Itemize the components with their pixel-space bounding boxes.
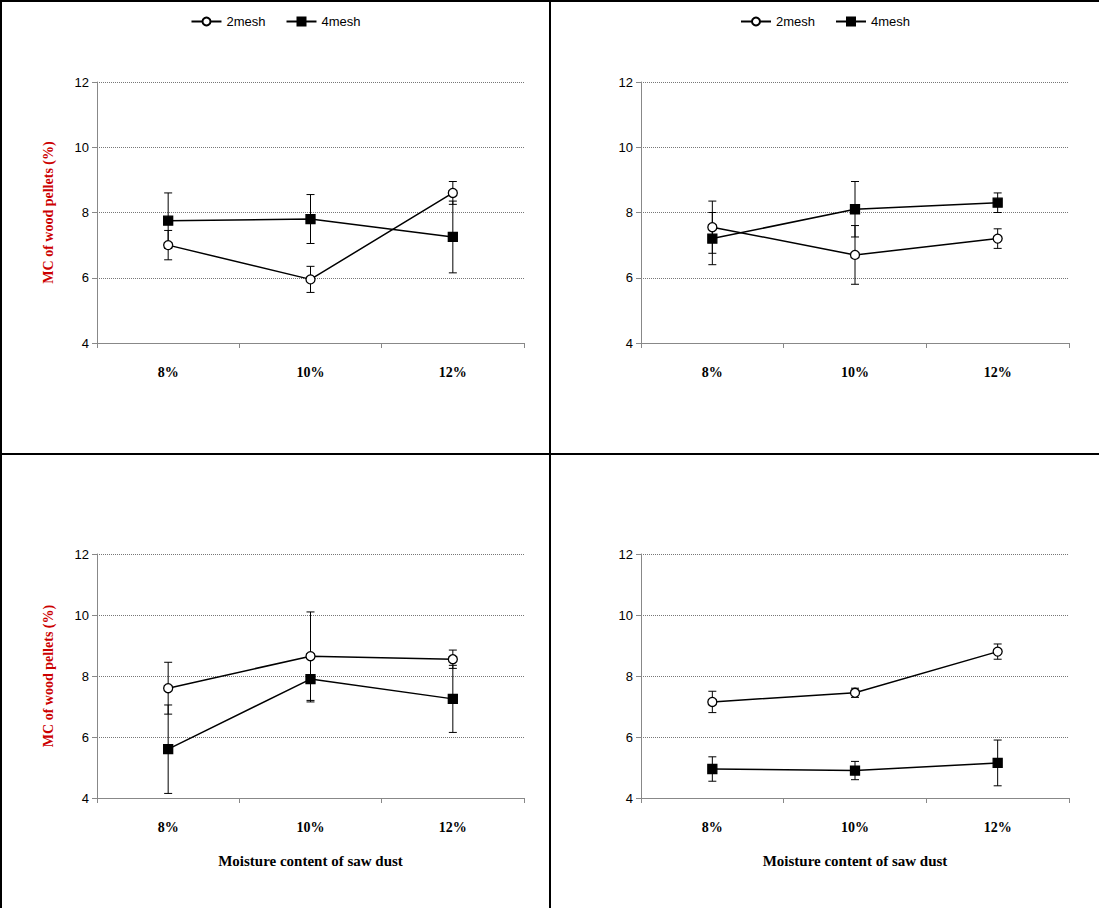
svg-text:6: 6 [626,730,633,745]
svg-text:12%: 12% [439,820,467,835]
svg-text:8%: 8% [158,820,179,835]
svg-text:8: 8 [626,205,633,220]
svg-text:6: 6 [626,270,633,285]
svg-text:MC of wood pellets (%): MC of wood pellets (%) [41,141,57,284]
svg-text:12: 12 [75,75,89,90]
svg-text:4: 4 [626,791,633,806]
svg-text:8: 8 [82,669,89,684]
svg-text:2mesh: 2mesh [776,14,815,29]
svg-text:Moisture content of saw dust: Moisture content of saw dust [763,853,948,869]
svg-text:6: 6 [82,730,89,745]
svg-text:4: 4 [82,791,89,806]
svg-text:4: 4 [626,336,633,351]
svg-text:12: 12 [619,75,633,90]
svg-text:12%: 12% [439,365,467,380]
svg-text:10: 10 [75,608,89,623]
svg-text:10: 10 [619,140,633,155]
svg-text:12%: 12% [984,365,1012,380]
svg-text:8%: 8% [702,365,723,380]
svg-text:12: 12 [619,547,633,562]
svg-text:10%: 10% [297,820,325,835]
svg-text:10: 10 [619,608,633,623]
svg-text:10: 10 [75,140,89,155]
svg-text:MC of wood pellets (%): MC of wood pellets (%) [41,605,57,748]
svg-text:10%: 10% [297,365,325,380]
svg-text:8: 8 [82,205,89,220]
svg-text:2mesh: 2mesh [226,14,265,29]
svg-text:4mesh: 4mesh [871,14,910,29]
svg-text:12: 12 [75,547,89,562]
svg-text:10%: 10% [841,820,869,835]
svg-text:8%: 8% [702,820,723,835]
svg-text:Moisture content of saw dust: Moisture content of saw dust [218,853,403,869]
svg-text:6: 6 [82,270,89,285]
svg-text:8: 8 [626,669,633,684]
svg-text:4mesh: 4mesh [322,14,361,29]
svg-text:4: 4 [82,336,89,351]
svg-text:12%: 12% [984,820,1012,835]
svg-text:8%: 8% [158,365,179,380]
svg-text:10%: 10% [841,365,869,380]
